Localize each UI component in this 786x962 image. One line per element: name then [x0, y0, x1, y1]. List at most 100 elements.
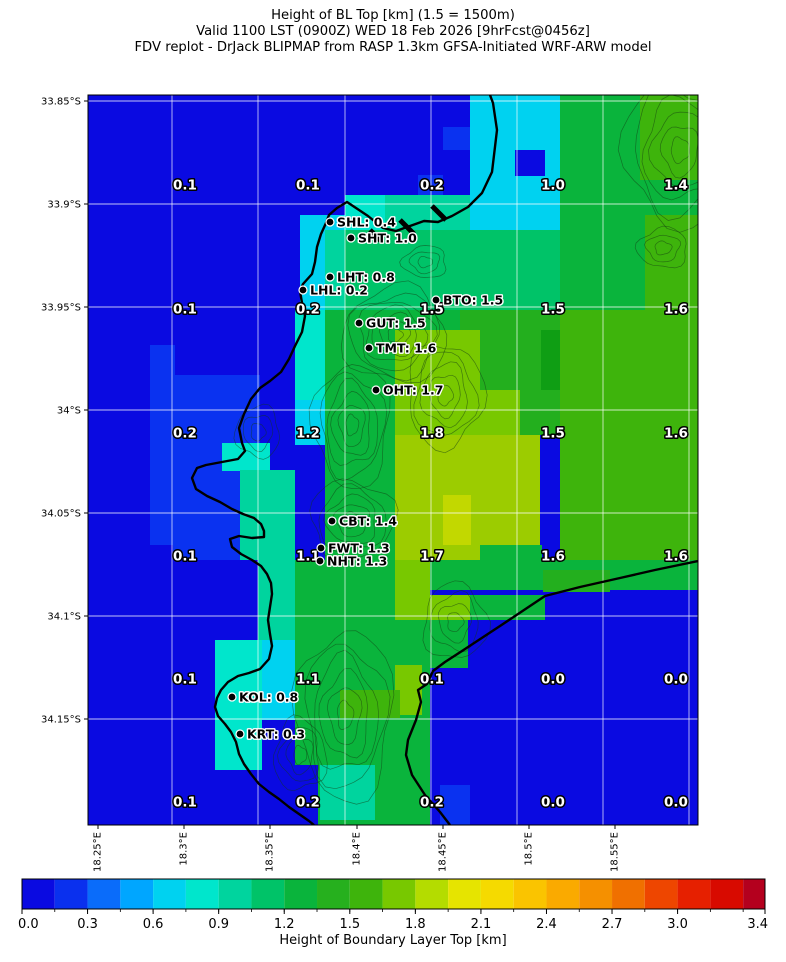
map-frame [87, 94, 699, 826]
terrain-contour [345, 413, 360, 437]
terrain-contour [644, 234, 681, 263]
station-marker-nht [315, 556, 325, 566]
terrain-contour [379, 321, 411, 351]
terrain-contour [330, 390, 370, 456]
model-cell [418, 175, 443, 198]
colorbar-segment [612, 879, 645, 909]
model-cell [325, 435, 395, 560]
colorbar-segment [251, 879, 285, 909]
terrain-contour [340, 280, 448, 384]
colorbar-tick-label: 0.3 [77, 917, 98, 932]
terrain-contour [654, 240, 673, 256]
terrain-contour [670, 136, 690, 165]
colorbar-tick-label: 2.4 [536, 917, 557, 932]
grid-value-label: 0.2 [420, 795, 444, 811]
grid-value-label: 1.5 [541, 302, 565, 318]
station-label-tmt: TMT: 1.6 [376, 341, 437, 356]
grid-value-label: 1.0 [541, 178, 565, 194]
station-marker-fwt [316, 543, 326, 553]
colorbar-segment [349, 879, 383, 909]
station-label-sht: SHT: 1.0 [358, 231, 417, 246]
station-marker-tmt [364, 343, 374, 353]
terrain-contour [343, 511, 362, 529]
colorbar-label: Height of Boundary Layer Top [km] [279, 933, 506, 948]
grid-value-label: 1.2 [296, 426, 320, 442]
model-cell [345, 230, 560, 310]
terrain-contour [314, 649, 380, 770]
terrain-contour [309, 478, 399, 564]
station-label-kol: KOL: 0.8 [239, 690, 298, 705]
colorbar-segment [218, 879, 252, 909]
station-label-bto: BTO: 1.5 [443, 293, 503, 308]
station-label-lhl: LHL: 0.2 [310, 283, 368, 298]
grid-value-label: 0.1 [173, 795, 197, 811]
station-label-nht: NHT: 1.3 [327, 554, 387, 569]
terrain-contour [641, 95, 698, 201]
terrain-contour [250, 423, 267, 442]
terrain-contour [399, 245, 447, 278]
terrain-contour [408, 251, 441, 275]
terrain-contour [336, 699, 355, 730]
station-marker-kol [227, 692, 237, 702]
model-cell [320, 765, 375, 820]
terrain-contour [371, 311, 417, 357]
grid-value-label: 1.1 [296, 549, 320, 565]
colorbar-segment [120, 879, 154, 909]
grid-value-label: 0.0 [541, 672, 565, 688]
terrain-contour [293, 744, 308, 766]
y-axis-tick-label: 34.1°S [47, 612, 81, 623]
grid-value-label: 0.1 [296, 178, 320, 194]
terrain-contour [319, 371, 388, 482]
coastline-path [190, 95, 499, 825]
terrain-contour [429, 589, 479, 653]
x-axis-tick-label: 18.3°E [179, 832, 190, 866]
grid-value-label: 1.1 [296, 672, 320, 688]
y-axis-tick-label: 34.15°S [41, 715, 81, 726]
terrain-contour [233, 403, 281, 460]
terrain-contour [318, 483, 387, 552]
y-axis-tick-label: 34.05°S [41, 509, 81, 520]
model-cell [560, 310, 698, 560]
colorbar-segment [644, 879, 678, 909]
x-axis-tick-label: 18.35°E [265, 832, 276, 872]
terrain-contour [419, 361, 468, 429]
colorbar-segment [54, 879, 88, 909]
colorbar-tick-label: 3.0 [667, 917, 688, 932]
station-label-krt: KRT: 0.3 [247, 727, 305, 742]
terrain-contour [437, 384, 454, 407]
terrain-contour [634, 225, 687, 269]
grid-value-label: 0.2 [296, 302, 320, 318]
colorbar-segment [579, 879, 613, 909]
y-axis-tick-label: 34°S [57, 406, 81, 417]
map-plot-area [88, 95, 698, 825]
terrain-contour [326, 377, 379, 466]
terrain-contour [337, 404, 366, 448]
grid-value-label: 1.4 [664, 178, 688, 194]
station-marker-sht [346, 233, 356, 243]
terrain-contour [417, 255, 433, 269]
grid-value-label: 0.1 [173, 178, 197, 194]
station-label-lht: LHT: 0.8 [337, 270, 395, 285]
grid-value-label: 1.8 [420, 426, 444, 442]
terrain-contour [285, 737, 314, 776]
harbor-pier [398, 218, 416, 236]
terrain-contour [365, 304, 429, 361]
colorbar-segment [677, 879, 711, 909]
x-axis-tick-label: 18.25°E [93, 832, 104, 872]
terrain-contour [617, 95, 698, 233]
colorbar-segment [710, 879, 744, 909]
model-cell [515, 150, 545, 176]
map-border [87, 94, 699, 826]
harbor-pier [430, 204, 448, 222]
x-axis-tick-label: 18.4°E [352, 832, 363, 866]
station-label-gut: GUT: 1.5 [366, 316, 426, 331]
model-cell [340, 690, 400, 718]
terrain-contour [277, 726, 319, 782]
model-cell [295, 310, 325, 400]
y-axis-tick-label: 33.9°S [47, 200, 81, 211]
terrain-contour [273, 714, 328, 792]
station-marker-gut [354, 318, 364, 328]
coastline-path [404, 559, 698, 825]
